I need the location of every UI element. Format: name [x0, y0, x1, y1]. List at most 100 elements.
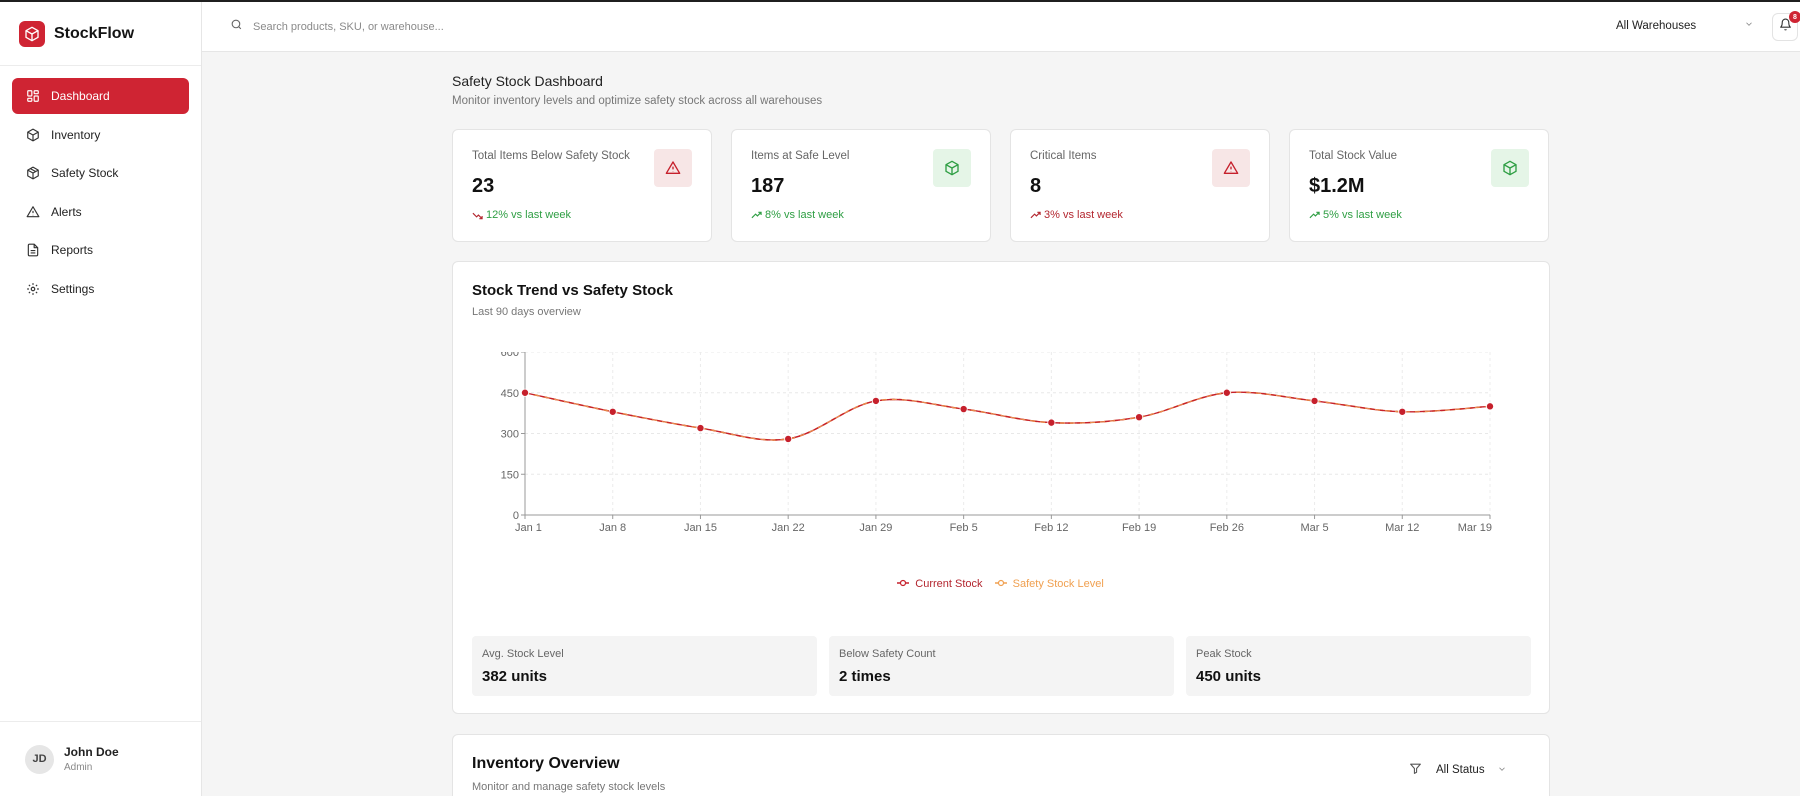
trend-down-icon [472, 210, 483, 221]
brand[interactable]: StockFlow [0, 2, 201, 66]
data-point-current-stock [1222, 388, 1231, 397]
x-tick-label: Jan 22 [772, 522, 805, 534]
topbar: All Warehouses 8 [202, 2, 1800, 52]
sidebar-item-alerts[interactable]: Alerts [12, 194, 189, 230]
stat-trend-text: 8% vs last week [765, 209, 844, 221]
legend-safety-stock[interactable]: Safety Stock Level [994, 578, 1107, 590]
sidebar-item-label: Inventory [51, 127, 101, 142]
page-title: Safety Stock Dashboard [452, 73, 603, 89]
data-point-current-stock [521, 388, 530, 397]
package-check-icon [1491, 149, 1529, 187]
stat-label: Items at Safe Level [751, 150, 850, 162]
bell-icon [1779, 18, 1792, 36]
x-tick-label: Mar 5 [1300, 522, 1328, 534]
sidebar-item-label: Settings [51, 281, 95, 296]
sidebar-item-safety-stock[interactable]: Safety Stock [12, 155, 189, 191]
y-tick-label: 300 [501, 429, 519, 441]
y-tick-label: 150 [501, 469, 519, 481]
x-tick-label: Mar 12 [1385, 522, 1419, 534]
package-icon [25, 165, 41, 181]
legend-current-stock[interactable]: Current Stock [897, 578, 988, 590]
trend-up-icon [751, 210, 762, 221]
series-line-current-stock [524, 391, 1491, 441]
file-text-icon [25, 242, 41, 258]
x-tick-label: Feb 26 [1210, 522, 1244, 534]
stat-trend-text: 12% vs last week [486, 209, 571, 221]
user-name: John Doe [64, 745, 119, 759]
data-point-current-stock [1047, 418, 1056, 427]
trend-up-icon [1030, 210, 1041, 221]
filter-icon [1409, 762, 1422, 778]
main-content: Safety Stock Dashboard Monitor inventory… [202, 52, 1800, 796]
summary-avg-stock: Avg. Stock Level 382 units [472, 636, 817, 696]
inventory-subtitle: Monitor and manage safety stock levels [472, 781, 666, 793]
data-point-current-stock [784, 434, 793, 443]
stat-trend: 5% vs last week [1309, 209, 1402, 221]
data-point-current-stock [871, 396, 880, 405]
warehouse-select[interactable]: All Warehouses [1616, 19, 1754, 32]
stockflow-logo-icon [19, 20, 45, 47]
chevron-down-icon [1497, 764, 1507, 777]
chart-legend: Current Stock Safety Stock Level [453, 578, 1551, 590]
status-filter[interactable]: All Status [1409, 762, 1507, 778]
stat-value: 187 [751, 175, 785, 197]
sidebar-item-inventory[interactable]: Inventory [12, 117, 189, 153]
trend-up-icon [1309, 210, 1320, 221]
legend-label: Safety Stock Level [1012, 578, 1104, 590]
stock-trend-chart: 0 150 300 450 600 Jan 1 Jan 8 Jan 15 Jan 22 Jan 2… [501, 352, 1495, 534]
summary-value: 382 units [482, 668, 548, 685]
inventory-overview-card: Inventory Overview Monitor and manage sa… [452, 734, 1550, 796]
x-tick-label: Feb 19 [1122, 522, 1156, 534]
sidebar-item-label: Dashboard [51, 89, 110, 103]
summary-value: 450 units [1196, 668, 1262, 685]
alert-triangle-icon [1212, 149, 1250, 187]
window-top-border [0, 0, 1800, 2]
x-tick-label: Jan 8 [599, 522, 626, 534]
stock-trend-chart-card: Stock Trend vs Safety Stock Last 90 days… [452, 261, 1550, 714]
stat-value: 8 [1030, 175, 1042, 197]
chart-title: Stock Trend vs Safety Stock [472, 282, 673, 299]
x-tick-label: Jan 29 [859, 522, 892, 534]
stat-card-below-safety: Total Items Below Safety Stock 23 12% vs… [452, 129, 712, 242]
search-input[interactable] [253, 20, 653, 33]
y-tick-label: 600 [501, 352, 519, 359]
chevron-down-icon [1744, 19, 1754, 32]
package-check-icon [933, 149, 971, 187]
box-icon [25, 127, 41, 143]
data-point-current-stock [1486, 402, 1495, 411]
sidebar-item-label: Alerts [51, 204, 82, 219]
sidebar-item-reports[interactable]: Reports [12, 232, 189, 268]
dashboard-icon [25, 88, 41, 104]
stat-label: Critical Items [1030, 150, 1097, 162]
inventory-title: Inventory Overview [472, 755, 620, 772]
status-filter-value: All Status [1436, 764, 1485, 776]
user-profile[interactable]: JD John Doe Admin [0, 721, 201, 796]
data-point-current-stock [608, 407, 617, 416]
sidebar: StockFlow Dashboard Inventory Safety Sto… [0, 2, 202, 796]
y-tick-label: 0 [513, 510, 519, 522]
stat-trend: 12% vs last week [472, 209, 571, 221]
gear-icon [25, 281, 41, 297]
stat-card-stock-value: Total Stock Value $1.2M 5% vs last week [1289, 129, 1549, 242]
x-tick-label: Mar 19 [1458, 522, 1492, 534]
y-tick-label: 450 [501, 388, 519, 400]
notifications-button[interactable]: 8 [1772, 11, 1800, 41]
search-icon [230, 18, 243, 36]
chart-subtitle: Last 90 days overview [472, 306, 581, 318]
summary-label: Avg. Stock Level [482, 648, 564, 660]
app-name: StockFlow [54, 24, 135, 42]
alert-triangle-icon [654, 149, 692, 187]
data-point-current-stock [1310, 396, 1319, 405]
avatar: JD [25, 744, 54, 774]
x-tick-label: Jan 15 [684, 522, 717, 534]
stat-card-critical: Critical Items 8 3% vs last week [1010, 129, 1270, 242]
alert-triangle-icon [25, 204, 41, 220]
sidebar-item-settings[interactable]: Settings [12, 271, 189, 307]
data-point-current-stock [696, 424, 705, 433]
notification-badge: 8 [1789, 11, 1800, 23]
data-point-current-stock [1135, 413, 1144, 422]
user-role: Admin [64, 762, 93, 773]
x-tick-label: Jan 1 [515, 522, 542, 534]
stat-label: Total Items Below Safety Stock [472, 150, 630, 162]
sidebar-item-dashboard[interactable]: Dashboard [12, 78, 189, 114]
